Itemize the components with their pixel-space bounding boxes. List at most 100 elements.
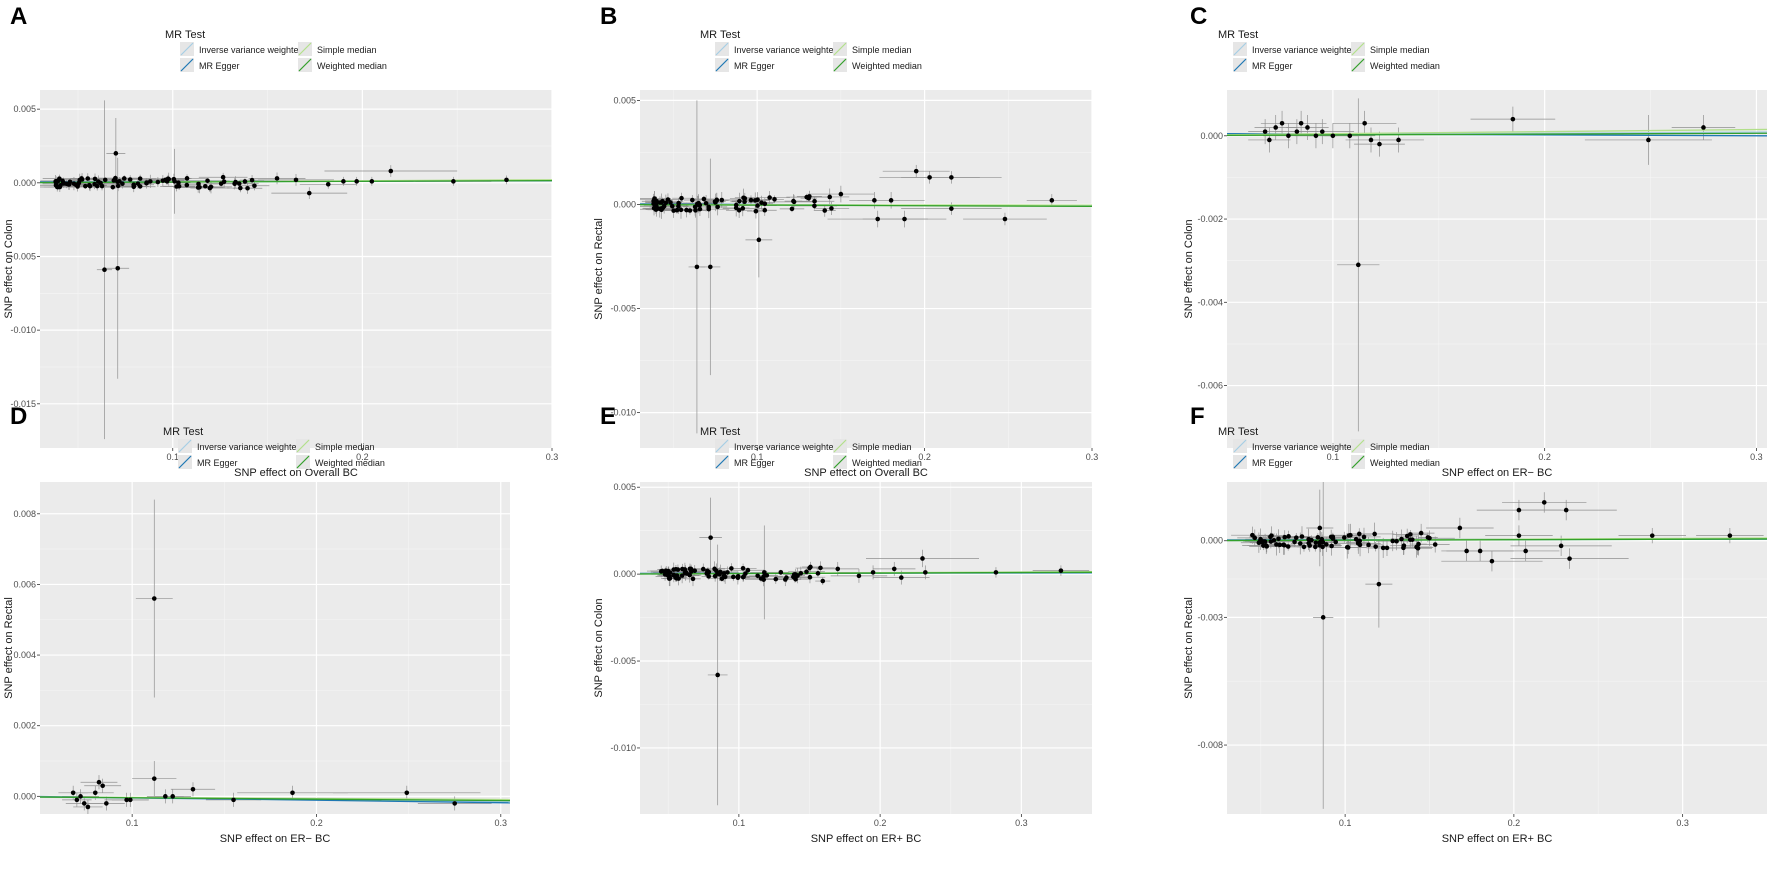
snp-point: [1049, 198, 1055, 203]
snp-point: [1408, 532, 1413, 537]
snp-point: [812, 203, 817, 209]
snp-point: [1317, 525, 1323, 531]
snp-point: [115, 183, 121, 189]
snp-point: [1355, 262, 1361, 268]
snp-point: [920, 556, 925, 561]
snp-point: [1329, 543, 1334, 549]
legend-key-line: [178, 455, 192, 469]
x-axis-title: SNP effect on ER+ BC: [811, 833, 922, 845]
snp-point: [682, 570, 688, 575]
snp-point: [74, 797, 80, 803]
snp-point: [1333, 539, 1339, 545]
snp-point: [752, 198, 758, 203]
snp-point: [1282, 534, 1288, 540]
legend-item-label: Inverse variance weighted: [1252, 442, 1357, 452]
snp-point: [789, 206, 795, 212]
snp-point: [1286, 133, 1291, 139]
snp-point: [1649, 533, 1655, 538]
plot-marks: [40, 100, 552, 440]
mr-line-weighted-median: [40, 796, 510, 802]
snp-point: [1477, 548, 1483, 554]
panel-label: A: [10, 3, 27, 30]
plot-background: [640, 90, 1092, 448]
legend-item-label: Weighted median: [315, 458, 385, 468]
snp-point: [761, 573, 767, 579]
x-tick-label: 0.3: [546, 452, 559, 462]
snp-point: [170, 794, 176, 799]
snp-point: [166, 176, 172, 182]
snp-point: [77, 177, 83, 183]
legend-item-label: MR Egger: [1252, 61, 1293, 71]
plot-background: [640, 482, 1092, 814]
snp-point: [1328, 534, 1334, 540]
snp-point: [1727, 533, 1733, 538]
snp-point: [753, 208, 759, 214]
legend-item-label: Weighted median: [317, 61, 387, 71]
snp-point: [137, 184, 143, 189]
y-axis-title: SNP effect on Colon: [1183, 219, 1195, 318]
snp-point: [818, 565, 823, 571]
legend-key-line: [1233, 455, 1247, 469]
snp-point: [96, 179, 101, 184]
panel-label: B: [600, 3, 617, 30]
plot-marks: [40, 499, 510, 814]
x-tick-label: 0.2: [1538, 452, 1551, 462]
snp-point: [1418, 530, 1424, 536]
legend-title: MR Test: [1218, 426, 1258, 438]
x-tick-label: 0.2: [1508, 818, 1521, 828]
y-axis-title: SNP effect on Colon: [593, 598, 605, 697]
snp-point: [117, 178, 122, 184]
legend-item-label: Inverse variance weighted: [197, 442, 302, 452]
snp-point: [693, 208, 698, 213]
snp-point: [688, 569, 694, 574]
snp-point: [1523, 548, 1528, 554]
snp-point: [121, 176, 127, 181]
snp-point: [1058, 568, 1064, 573]
legend-key-line: [833, 439, 847, 453]
snp-point: [100, 783, 105, 789]
legend-key-line: [1351, 439, 1365, 453]
snp-point: [451, 179, 456, 184]
snp-point: [745, 567, 751, 573]
snp-point: [1281, 542, 1286, 548]
snp-point: [694, 264, 700, 270]
plot-background: [1227, 482, 1767, 814]
snp-point: [75, 184, 80, 189]
snp-point: [715, 204, 720, 210]
panel-label: E: [600, 403, 616, 430]
snp-point: [838, 191, 844, 197]
x-tick-label: 0.1: [166, 452, 179, 462]
x-axis-title: SNP effect on ER− BC: [1442, 467, 1553, 479]
snp-point: [127, 177, 133, 182]
x-tick-label: 0.3: [1750, 452, 1763, 462]
legend-item-label: Simple median: [852, 442, 912, 452]
plot-background: [40, 90, 552, 448]
y-tick-label: 0.000: [13, 791, 36, 801]
snp-point: [835, 566, 841, 572]
snp-point: [190, 786, 196, 792]
snp-point: [1324, 542, 1329, 547]
x-tick-label: 0.1: [751, 452, 764, 462]
snp-point: [245, 185, 250, 191]
snp-point: [697, 206, 703, 212]
snp-point: [171, 176, 177, 182]
snp-point: [196, 181, 201, 187]
snp-point: [1267, 137, 1272, 143]
y-tick-label: 0.008: [13, 509, 36, 519]
y-tick-label: -0.002: [1197, 214, 1223, 224]
legend-item-label: Simple median: [317, 45, 377, 55]
snp-point: [137, 176, 143, 181]
snp-point: [1262, 129, 1268, 134]
snp-point: [57, 184, 63, 190]
y-tick-label: 0.000: [613, 199, 636, 209]
snp-point: [1366, 542, 1371, 548]
snp-point: [1516, 533, 1522, 538]
legend-key-line: [833, 58, 847, 72]
y-tick-label: -0.005: [10, 251, 36, 261]
snp-point: [144, 180, 149, 185]
snp-point: [66, 182, 72, 187]
snp-point: [1274, 542, 1279, 547]
legend-item-label: MR Egger: [734, 61, 775, 71]
snp-point: [660, 198, 665, 204]
snp-point: [783, 577, 788, 582]
